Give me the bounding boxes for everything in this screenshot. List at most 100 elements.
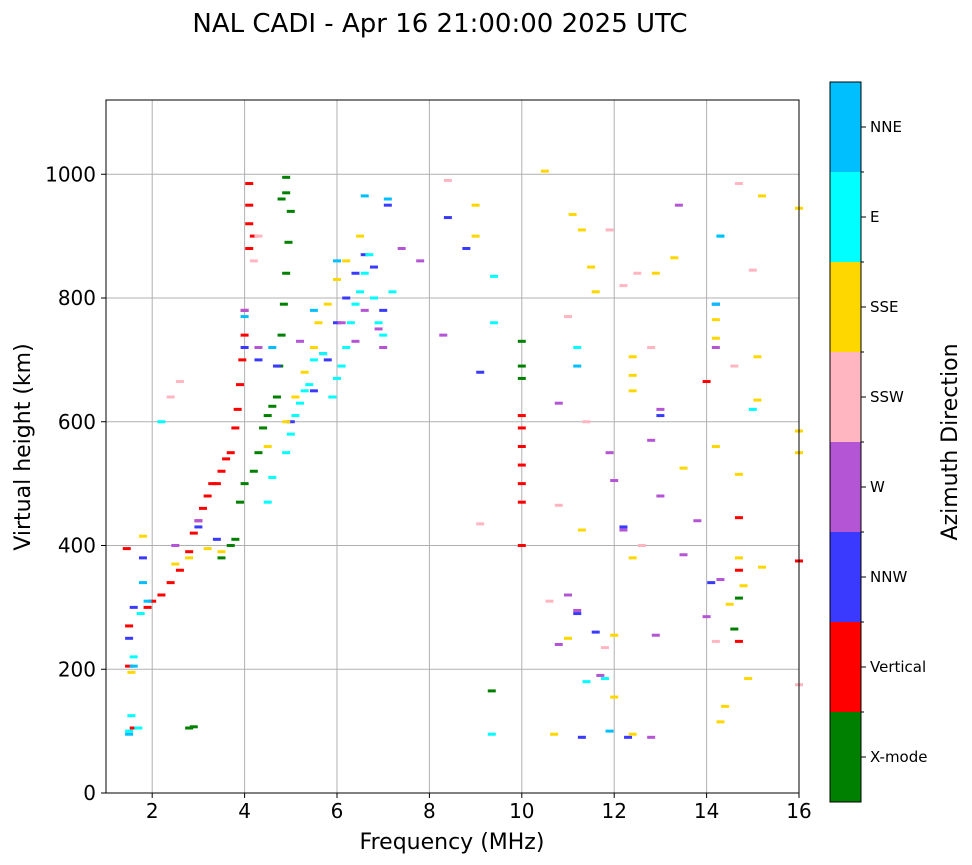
data-point <box>254 358 263 362</box>
data-point <box>716 234 725 238</box>
data-point <box>711 445 720 448</box>
data-point <box>619 284 628 288</box>
x-tick-label: 12 <box>601 799 626 823</box>
data-point <box>517 376 526 380</box>
data-point <box>517 482 526 486</box>
data-point <box>577 528 586 532</box>
data-point <box>462 247 471 250</box>
data-point <box>647 438 656 442</box>
data-point <box>591 630 600 634</box>
data-point <box>245 182 254 186</box>
data-point <box>300 370 309 374</box>
data-point <box>268 404 277 408</box>
data-point <box>240 482 249 486</box>
colorbar-label: NNE <box>870 118 902 136</box>
data-point <box>647 735 656 739</box>
data-point <box>245 222 254 226</box>
series-vertical <box>122 182 803 730</box>
data-point <box>619 525 628 529</box>
data-point <box>254 234 263 238</box>
data-point <box>127 714 136 718</box>
data-point <box>199 506 208 510</box>
data-point <box>734 182 743 186</box>
data-point <box>379 308 388 312</box>
data-point <box>379 333 388 337</box>
data-point <box>734 516 743 520</box>
data-point <box>443 216 452 220</box>
data-point <box>439 333 448 337</box>
data-point <box>600 646 609 650</box>
data-point <box>222 457 231 461</box>
data-point <box>342 259 351 263</box>
data-point <box>725 602 734 606</box>
y-tick-label: 1000 <box>45 162 96 186</box>
data-point <box>711 639 720 643</box>
data-point <box>263 500 272 504</box>
data-point <box>129 655 138 659</box>
data-point <box>605 729 614 733</box>
data-point <box>734 556 743 560</box>
data-point <box>268 346 277 349</box>
x-tick-label: 6 <box>331 799 344 823</box>
data-point <box>134 726 143 730</box>
data-point <box>259 426 268 430</box>
data-point <box>309 346 318 349</box>
data-point <box>122 547 131 551</box>
data-point <box>346 321 355 325</box>
series-sse <box>127 169 803 736</box>
data-point <box>564 593 572 597</box>
data-point <box>296 339 305 343</box>
colorbar: X-mode Vertical NNW W SSW SSE E NNE <box>829 81 927 803</box>
data-point <box>360 308 369 312</box>
data-point <box>674 203 683 207</box>
series-nnw <box>125 203 720 739</box>
data-point <box>679 553 688 557</box>
data-point <box>337 321 346 325</box>
data-point <box>282 451 291 455</box>
data-point <box>619 528 628 532</box>
data-point <box>240 308 249 312</box>
data-point <box>337 364 346 368</box>
data-point <box>356 290 365 294</box>
data-point <box>711 318 720 322</box>
data-point <box>309 358 318 362</box>
data-point <box>138 581 147 585</box>
data-point <box>416 259 425 263</box>
data-point <box>610 479 619 483</box>
y-tick-label: 0 <box>83 781 96 805</box>
data-point <box>374 327 383 331</box>
data-point <box>263 414 272 418</box>
data-point <box>554 503 563 507</box>
data-point <box>730 627 739 631</box>
data-point <box>517 445 526 448</box>
data-point <box>356 234 365 238</box>
data-point <box>383 197 392 201</box>
y-tick-label: 400 <box>58 534 96 558</box>
data-point <box>136 612 145 616</box>
data-point <box>240 315 249 319</box>
data-point <box>487 732 496 736</box>
x-tick-label: 2 <box>146 799 159 823</box>
data-point <box>185 556 194 560</box>
data-point <box>517 339 526 343</box>
data-point <box>194 525 203 529</box>
data-point <box>175 568 184 572</box>
data-point <box>517 364 526 368</box>
data-point <box>125 636 134 640</box>
data-point <box>471 203 480 207</box>
data-point <box>328 395 337 399</box>
data-point <box>490 321 499 325</box>
data-point <box>282 420 291 424</box>
data-point <box>333 321 341 325</box>
data-point <box>125 624 134 628</box>
data-point <box>573 364 582 368</box>
data-point <box>517 500 526 504</box>
data-point <box>476 522 485 526</box>
data-point <box>540 169 549 173</box>
data-point <box>624 735 633 739</box>
data-point <box>758 565 767 569</box>
data-point <box>693 519 702 523</box>
colorbar-label: W <box>870 478 885 496</box>
data-point <box>212 482 221 486</box>
chart-title: NAL CADI - Apr 16 21:00:00 2025 UTC <box>192 9 687 39</box>
